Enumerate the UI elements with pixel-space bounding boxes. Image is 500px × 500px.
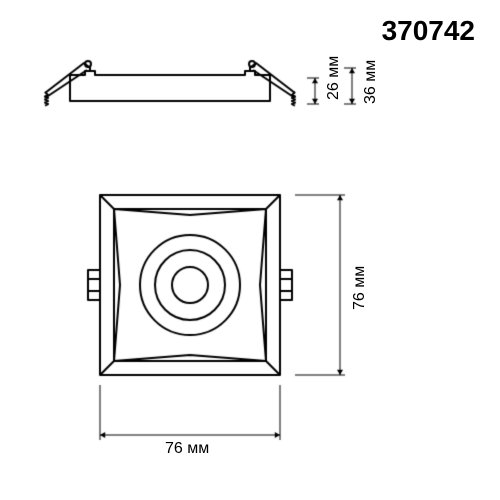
dim-label-76-bottom: 76 мм bbox=[165, 440, 209, 458]
product-code: 370742 bbox=[382, 15, 475, 47]
diagram-canvas bbox=[0, 0, 500, 500]
dim-label-76-right: 76 мм bbox=[351, 266, 369, 310]
dim-label-26: 26 мм bbox=[325, 56, 343, 100]
dim-label-36: 36 мм bbox=[362, 60, 380, 104]
